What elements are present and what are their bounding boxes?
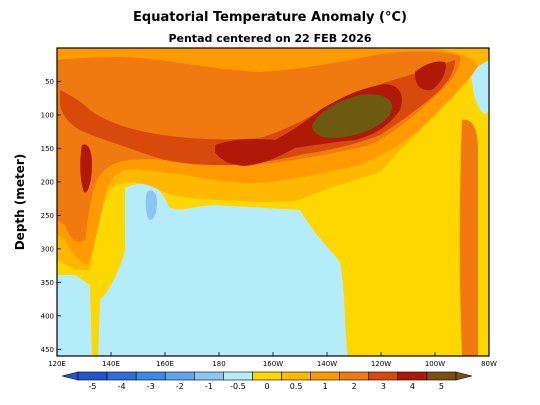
x-tick-label: 80W [481, 360, 497, 368]
colorbar-label: -0.5 [230, 382, 246, 391]
colorbar-label: -5 [89, 382, 97, 391]
x-tick-label: 160W [263, 360, 283, 368]
chart-title: Equatorial Temperature Anomaly (°C) [133, 10, 407, 25]
colorbar-label: 2 [352, 382, 357, 391]
x-tick-label: 120E [48, 360, 66, 368]
y-tick-label: 400 [41, 312, 54, 320]
x-tick-label: 140E [102, 360, 120, 368]
colorbar-max-arrow [455, 371, 473, 381]
colorbar-swatch [223, 371, 253, 381]
y-tick-label: 100 [41, 111, 54, 119]
y-tick-label: 250 [41, 212, 54, 220]
colorbar-swatch [252, 371, 282, 381]
y-tick-label: 200 [41, 178, 54, 186]
y-axis: 50 100 150 200 250 300 350 400 450 [41, 78, 61, 354]
colorbar-swatch [164, 371, 195, 381]
colorbar-label: 3 [381, 382, 386, 391]
warm-4-c [80, 144, 92, 193]
colorbar-swatch [368, 371, 399, 381]
x-tick-label: 100W [425, 360, 445, 368]
colorbar-label: 0.5 [290, 382, 303, 391]
x-axis: 120E 140E 160E 180 160W 140W 120W 100W 80W [48, 352, 497, 368]
colorbar-swatch [135, 371, 166, 381]
colorbar-swatch [281, 371, 311, 381]
colorbar-swatch [397, 371, 428, 381]
x-tick-label: 160E [156, 360, 174, 368]
colorbar-swatch [106, 371, 137, 381]
anomaly-field [57, 48, 489, 356]
colorbar-swatch [426, 371, 457, 381]
colorbar-swatch [194, 371, 224, 381]
colorbar-label: -1 [205, 382, 213, 391]
warm-5-core [312, 94, 393, 138]
colder-patch [145, 190, 157, 220]
colorbar-label: -2 [176, 382, 184, 391]
colorbar-min-arrow [61, 371, 79, 381]
colorbar-swatch [339, 371, 370, 381]
x-tick-label: 120W [371, 360, 391, 368]
cold-region-central [98, 183, 348, 356]
colorbar-label: -4 [118, 382, 126, 391]
y-tick-label: 350 [41, 279, 54, 287]
colorbar-swatch [310, 371, 340, 381]
x-tick-label: 180 [212, 360, 225, 368]
y-tick-label: 300 [41, 245, 54, 253]
cold-region-west [57, 275, 92, 356]
warm-4-b [414, 61, 446, 91]
y-tick-label: 450 [41, 346, 54, 354]
y-axis-label: Depth (meter) [13, 154, 27, 251]
y-tick-label: 150 [41, 145, 54, 153]
colorbar: -5 -4 -3 -2 -1 -0.5 0 0.5 1 2 3 4 5 [61, 371, 473, 391]
colorbar-label: 5 [439, 382, 444, 391]
colorbar-label: -3 [147, 382, 155, 391]
chart-subtitle: Pentad centered on 22 FEB 2026 [168, 32, 371, 45]
warm-east-deep [459, 119, 478, 356]
colorbar-label: 4 [410, 382, 415, 391]
colorbar-swatch [77, 371, 108, 381]
x-tick-label: 140W [317, 360, 337, 368]
colorbar-label: 0 [264, 382, 269, 391]
y-tick-label: 50 [45, 78, 54, 86]
colorbar-label: 1 [323, 382, 328, 391]
